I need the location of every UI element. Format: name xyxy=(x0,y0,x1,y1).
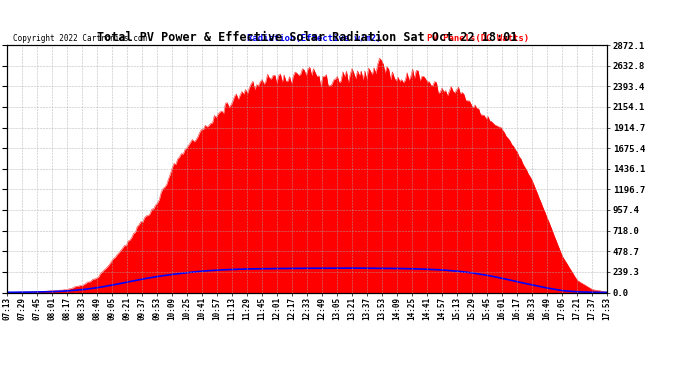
Text: Radiation(Effective w/m2): Radiation(Effective w/m2) xyxy=(247,34,382,43)
Title: Total PV Power & Effective Solar Radiation Sat Oct 22 18:01: Total PV Power & Effective Solar Radiati… xyxy=(97,31,518,44)
Text: Copyright 2022 Cartronics.com: Copyright 2022 Cartronics.com xyxy=(13,34,147,43)
Text: PV Panels(DC Watts): PV Panels(DC Watts) xyxy=(427,34,529,43)
